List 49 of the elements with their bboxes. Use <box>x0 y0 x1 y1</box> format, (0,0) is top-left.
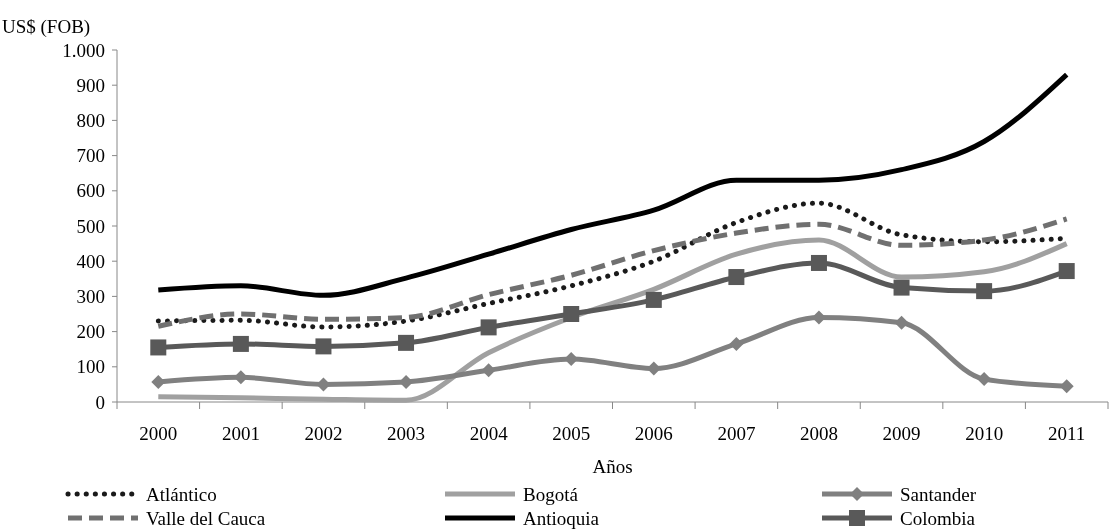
point <box>481 363 496 378</box>
point <box>728 269 745 286</box>
y-tick-label: 400 <box>76 250 105 272</box>
legend-label: Colombia <box>900 507 976 529</box>
point <box>480 319 497 336</box>
y-tick-label: 500 <box>76 215 105 237</box>
y-tick-label: 1.000 <box>62 39 105 61</box>
point <box>1058 263 1075 280</box>
x-tick-label: 2002 <box>304 423 343 444</box>
x-tick-label: 2008 <box>799 423 838 444</box>
x-tick-label: 2010 <box>965 423 1004 444</box>
x-tick-label: 2003 <box>387 423 426 444</box>
y-tick-label: 100 <box>76 356 105 378</box>
point <box>729 336 744 351</box>
y-axis-title: US$ (FOB) <box>2 16 91 38</box>
y-tick-label: 200 <box>76 321 105 343</box>
x-axis-title: Años <box>592 456 633 477</box>
point <box>398 334 415 351</box>
y-tick-label: 900 <box>76 74 105 96</box>
y-tick-label: 300 <box>76 286 105 308</box>
point <box>232 335 249 352</box>
point <box>810 254 827 271</box>
x-tick-label: 2006 <box>634 423 673 444</box>
point <box>563 306 580 322</box>
x-tick-label: 2004 <box>469 423 509 444</box>
x-tick-label: 2005 <box>552 423 591 444</box>
y-tick-label: 600 <box>76 180 105 202</box>
x-tick-label: 2011 <box>1048 423 1086 444</box>
y-tick-label: 0 <box>95 391 105 413</box>
legend-label: Antioquia <box>523 507 600 529</box>
y-tick-label: 700 <box>76 145 105 167</box>
x-tick-label: 2007 <box>717 423 756 444</box>
point <box>1059 379 1074 394</box>
point <box>645 291 662 308</box>
legend-label: Santander <box>900 483 977 505</box>
point <box>315 338 332 355</box>
point <box>894 315 909 330</box>
legend-label: Bogotá <box>523 483 579 505</box>
point <box>151 374 166 389</box>
legend-label: Valle del Cauca <box>146 507 266 529</box>
point <box>893 279 910 296</box>
point <box>150 339 167 356</box>
x-tick-label: 2000 <box>139 423 178 444</box>
x-tick-label: 2009 <box>882 423 921 444</box>
legend-label: Atlántico <box>146 483 217 505</box>
point <box>977 372 992 387</box>
x-tick-label: 2001 <box>221 423 260 444</box>
point <box>976 283 993 300</box>
y-tick-label: 800 <box>76 110 105 132</box>
